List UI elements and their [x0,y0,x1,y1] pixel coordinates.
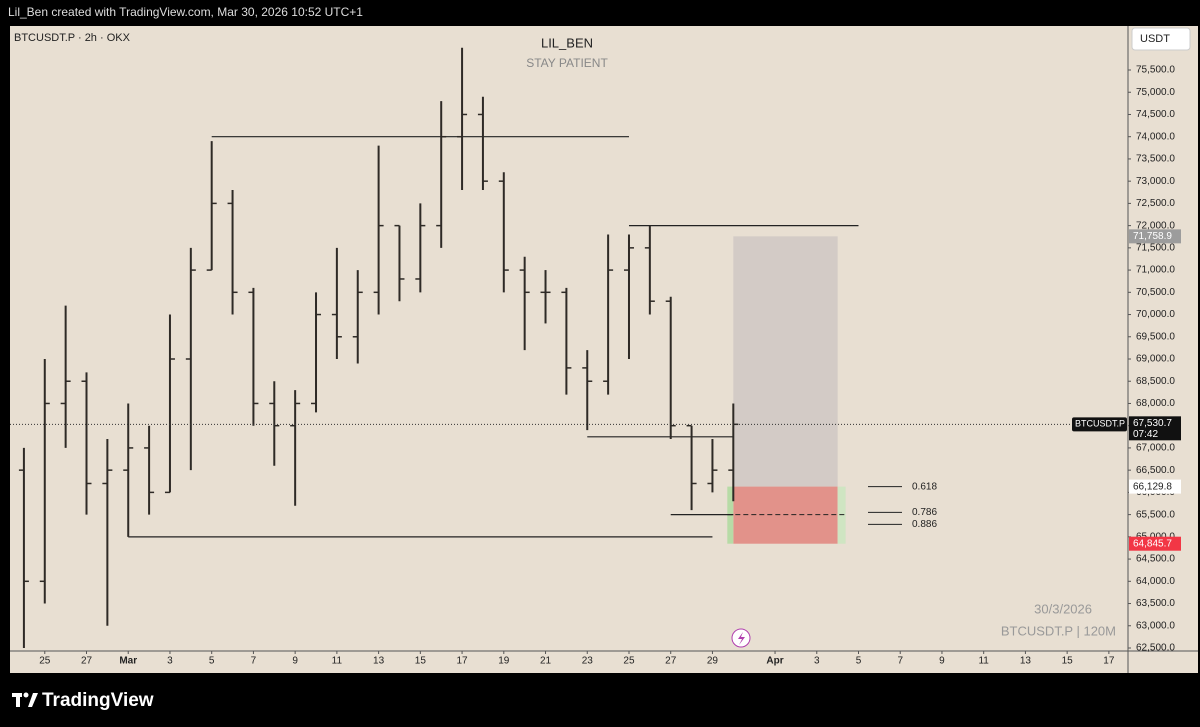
y-tick-label: 72,000.0 [1136,220,1175,231]
y-tick-label: 73,000.0 [1136,176,1175,187]
y-tick-label: 74,500.0 [1136,109,1175,120]
x-tick-label: 3 [167,656,173,667]
x-tick-label: 19 [498,656,510,667]
symbol: BTCUSDT.P · 2h · OKX [14,32,131,44]
countdown: 07:42 [1133,429,1158,440]
y-tick-label: 70,500.0 [1136,287,1175,298]
y-tick-label: 64,500.0 [1136,554,1175,565]
y-tick-label: 65,500.0 [1136,509,1175,520]
y-tick-label: 69,500.0 [1136,331,1175,342]
y-tick-label: 72,500.0 [1136,198,1175,209]
x-tick-label: 27 [81,656,93,667]
y-tick-label: 64,000.0 [1136,576,1175,587]
price-badge [1129,536,1181,551]
y-tick-label: 68,000.0 [1136,398,1175,409]
price-badge-text: 66,129.8 [1133,481,1172,492]
y-tick-label: 63,000.0 [1136,620,1175,631]
x-tick-label: Apr [766,656,783,667]
x-tick-label: 25 [39,656,51,667]
x-tick-label: 11 [332,656,343,667]
x-tick-label: 9 [939,656,945,667]
x-tick-label: 15 [415,656,427,667]
price-badge-text: 67,530.7 [1133,418,1172,429]
y-tick-label: 69,000.0 [1136,354,1175,365]
x-tick-label: 25 [623,656,635,667]
x-tick-label: 7 [897,656,903,667]
x-tick-label: 5 [209,656,215,667]
fib-label: 0.786 [912,507,937,518]
replay-icon[interactable] [731,628,751,648]
y-tick-label: 62,500.0 [1136,643,1175,654]
y-tick-label: 63,500.0 [1136,598,1175,609]
x-tick-label: 9 [292,656,298,667]
x-tick-label: 7 [251,656,257,667]
chart-title: LIL_BEN [541,35,593,50]
x-tick-label: 3 [814,656,820,667]
fib-label: 0.886 [912,519,937,530]
footer-brand: TradingView [42,690,154,711]
y-tick-label: 70,000.0 [1136,309,1175,320]
symbol-tag [1072,417,1127,432]
x-tick-label: 11 [978,656,989,667]
y-tick-label: 67,000.0 [1136,443,1175,454]
y-tick-label: 75,000.0 [1136,87,1175,98]
price-badge [1129,416,1181,441]
logo [12,692,38,707]
x-tick-label: 29 [707,656,719,667]
x-tick-label: 27 [665,656,677,667]
watermark: 30/3/2026 [1034,601,1092,616]
y-tick-label: 68,500.0 [1136,376,1175,387]
target-zone [733,236,838,487]
x-tick-label: 15 [1062,656,1074,667]
chart-subtitle: STAY PATIENT [526,56,608,70]
x-tick-label: 17 [457,656,469,667]
symbol-tag-text: BTCUSDT.P [1075,419,1125,429]
x-tick-label: Mar [119,656,137,667]
price-badge [1129,479,1181,494]
y-tick-label: 75,500.0 [1136,65,1175,76]
currency[interactable]: USDT [1140,33,1170,45]
y-tick-label: 71,000.0 [1136,265,1175,276]
y-tick-label: 66,500.0 [1136,465,1175,476]
x-tick-label: 5 [856,656,862,667]
price-badge-text: 71,758.9 [1133,231,1172,242]
watermark: BTCUSDT.P | 120M [1001,623,1116,638]
stop-zone [733,486,838,544]
fib-label: 0.618 [912,481,937,492]
price-badge-text: 64,845.7 [1133,538,1172,549]
entry-edge [837,486,846,544]
x-tick-label: 21 [540,656,552,667]
x-tick-label: 13 [1020,656,1032,667]
x-tick-label: 13 [373,656,385,667]
y-tick-label: 74,000.0 [1136,131,1175,142]
y-tick-label: 73,500.0 [1136,154,1175,165]
y-tick-label: 71,500.0 [1136,242,1175,253]
header: Lil_Ben created with TradingView.com, Ma… [8,5,363,19]
price-badge [1129,229,1181,244]
currency-button[interactable] [1131,27,1191,51]
chart-background [10,26,1198,673]
x-tick-label: 17 [1103,656,1115,667]
x-tick-label: 23 [582,656,594,667]
